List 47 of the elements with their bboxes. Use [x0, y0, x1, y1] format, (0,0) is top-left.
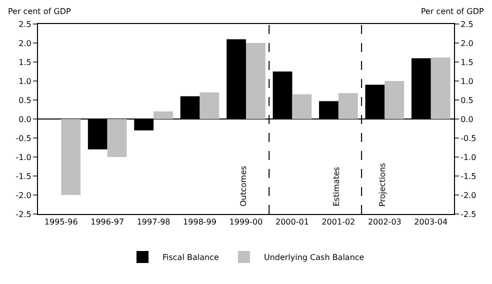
bar [200, 92, 220, 119]
y2-tick-label: 2.5 [460, 20, 474, 29]
y-tick-label: 0.5 [18, 96, 32, 105]
x-tick-label: 1997-98 [136, 218, 170, 227]
y-tick-label: 2.0 [18, 38, 32, 48]
bar [61, 119, 81, 195]
x-tick-label: 2002-03 [368, 218, 402, 227]
y2-tick-label: -0.5 [460, 134, 476, 143]
y2-tick-label: -1.5 [460, 172, 476, 181]
legend-label: Fiscal Balance [162, 253, 219, 262]
annotation: Outcomes [238, 166, 248, 206]
bar [246, 43, 266, 119]
bar [430, 57, 450, 119]
x-tick-label: 2003-04 [414, 218, 448, 227]
bar [292, 94, 312, 119]
y2-tick-label: -1.0 [460, 152, 476, 162]
y2-tick-label: 2.0 [460, 38, 474, 48]
annotation: Projections [378, 162, 388, 207]
y-tick-label: -0.5 [16, 134, 32, 143]
x-tick-label: 2001-02 [322, 218, 356, 227]
y-axis-title: Per cent of GDP [8, 7, 71, 16]
x-tick-label: 1995-96 [44, 218, 78, 227]
y2-tick-label: -2.0 [460, 190, 476, 200]
y-tick-label: -2.0 [16, 190, 32, 200]
y-tick-label: -1.0 [16, 152, 32, 162]
y-tick-label: 1.0 [18, 76, 32, 86]
y2-tick-label: 1.0 [460, 76, 474, 86]
y-tick-label: -1.5 [16, 172, 32, 181]
x-tick-label: 1999-00 [229, 218, 263, 227]
y-tick-label: 0.0 [18, 114, 32, 124]
bar [154, 111, 173, 119]
y2-axis-title: Per cent of GDP [421, 7, 484, 16]
bar [384, 81, 404, 119]
annotation: Estimates [332, 166, 341, 206]
y2-tick-label: 0.0 [460, 114, 474, 124]
bar [338, 93, 358, 119]
y2-tick-label: -2.5 [460, 210, 476, 219]
y-tick-label: 1.5 [18, 58, 32, 67]
y2-tick-label: 1.5 [460, 58, 474, 67]
legend-label: Underlying Cash Balance [264, 253, 364, 262]
x-tick-label: 1996-97 [90, 218, 124, 227]
x-tick-label: 2000-01 [276, 218, 309, 227]
x-tick-label: 1998-99 [183, 218, 216, 227]
bar [107, 119, 127, 157]
y-tick-label: -2.5 [16, 210, 32, 219]
y-tick-label: 2.5 [18, 20, 32, 29]
y2-tick-label: 0.5 [460, 96, 474, 105]
